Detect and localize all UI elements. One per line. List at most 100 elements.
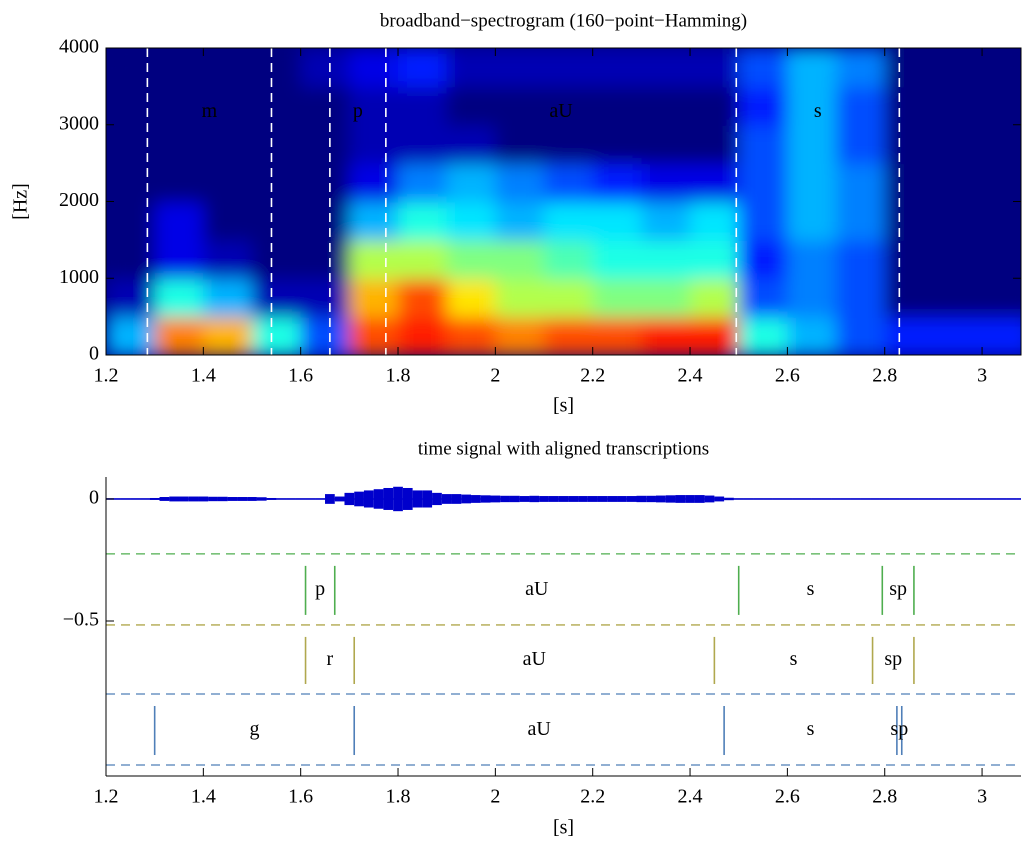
spectrogram-cell xyxy=(641,201,692,241)
segment-label: m xyxy=(202,100,218,122)
signal-envelope xyxy=(607,496,618,502)
signal-envelope xyxy=(996,498,1007,500)
x-tick-label: 1.2 xyxy=(94,365,119,387)
signal-envelope xyxy=(938,498,948,500)
tier-label: sp xyxy=(890,718,908,740)
spectrogram-cell xyxy=(641,239,692,280)
x-tick-label: 2.2 xyxy=(580,786,605,808)
signal-envelope xyxy=(441,494,452,504)
signal-envelope xyxy=(286,498,296,500)
spectrogram-cell xyxy=(592,201,643,241)
signal-envelope xyxy=(986,498,997,500)
signal-envelope xyxy=(539,496,549,502)
y-tick-label: 2000 xyxy=(59,189,99,211)
spectrogram-cell xyxy=(300,201,351,241)
spectrogram-cell xyxy=(592,278,643,318)
spectrogram-cell xyxy=(544,163,594,203)
signal-envelope xyxy=(733,498,744,500)
signal-envelope xyxy=(568,496,579,502)
signal-envelope xyxy=(763,498,773,500)
spectrogram-cell xyxy=(592,239,643,280)
signal-envelope xyxy=(694,495,705,503)
signal-envelope xyxy=(772,498,783,500)
signal-envelope xyxy=(237,497,248,501)
signal-envelope xyxy=(646,495,656,503)
spectrogram-cell xyxy=(495,86,546,126)
spectrogram-cell xyxy=(836,239,886,280)
spectrogram-cell xyxy=(544,201,594,241)
signal-envelope xyxy=(821,498,832,500)
x-tick-label: 2 xyxy=(490,365,500,387)
x-tick-label: 1.4 xyxy=(191,786,216,808)
signal-envelope xyxy=(256,497,267,501)
x-axis-label: [s] xyxy=(553,395,574,417)
spectrogram-cell xyxy=(738,48,789,88)
spectrogram-cell xyxy=(154,48,205,88)
spectrogram-cell xyxy=(641,316,692,355)
spectrogram-cell xyxy=(154,239,205,280)
signal-envelope xyxy=(1016,498,1021,500)
spectrogram-cell xyxy=(349,239,400,280)
spectrogram-cell xyxy=(884,239,935,280)
x-tick-label: 2.8 xyxy=(872,365,897,387)
signal-envelope xyxy=(714,496,725,502)
spectrogram-cell xyxy=(738,86,789,126)
spectrogram-cell xyxy=(106,86,156,126)
spectrogram-cell xyxy=(203,163,254,203)
spectrogram-cell xyxy=(398,239,448,280)
spectrogram-cell xyxy=(933,239,984,280)
signal-envelope xyxy=(227,497,238,501)
spectrogram-cell xyxy=(982,239,1021,280)
spectrogram-cell xyxy=(154,201,205,241)
signal-envelope xyxy=(831,498,841,500)
spectrogram-cell xyxy=(836,86,886,126)
spectrogram-cell xyxy=(787,86,838,126)
signal-envelope xyxy=(188,496,199,502)
spectrogram-cell xyxy=(252,239,302,280)
spectrogram-cell xyxy=(982,278,1021,318)
spectrogram-area xyxy=(106,48,1021,355)
spectrogram-cell xyxy=(933,124,984,165)
spectrogram-cell xyxy=(349,278,400,318)
x-axis-label: [s] xyxy=(553,817,574,839)
spectrogram-cell xyxy=(398,316,448,355)
spectrogram-cell xyxy=(933,163,984,203)
signal-envelope xyxy=(363,490,374,508)
spectrogram-cell xyxy=(398,48,448,88)
spectrogram-cell xyxy=(738,124,789,165)
signal-envelope xyxy=(782,498,793,500)
spectrogram-cell xyxy=(738,278,789,318)
x-tick-label: 2.4 xyxy=(678,365,703,387)
signal-envelope xyxy=(889,498,900,500)
segment-label: p xyxy=(353,100,363,122)
spectrogram-cell xyxy=(836,201,886,241)
spectrogram-cell xyxy=(398,86,448,126)
y-tick-label: 1000 xyxy=(59,266,99,288)
signal-envelope xyxy=(655,495,666,503)
x-tick-label: 1.2 xyxy=(94,786,119,808)
spectrogram-cell xyxy=(495,316,546,355)
spectrogram-cell xyxy=(106,201,156,241)
spectrogram-cell xyxy=(787,124,838,165)
x-tick-label: 1.4 xyxy=(191,365,216,387)
spectrogram-cell xyxy=(787,278,838,318)
spectrogram-cell xyxy=(787,316,838,355)
signal-envelope xyxy=(743,498,754,500)
signal-envelope xyxy=(636,495,647,503)
y-tick-label: 3000 xyxy=(59,112,99,134)
spectrogram-cell xyxy=(300,86,351,126)
spectrogram-cell xyxy=(933,316,984,355)
spectrogram-cell xyxy=(787,239,838,280)
spectrogram-cell xyxy=(933,201,984,241)
y-tick-label: 4000 xyxy=(59,36,99,58)
spectrogram-cell xyxy=(836,316,886,355)
signal-envelope xyxy=(149,497,160,500)
signal-envelope xyxy=(393,486,403,512)
signal-envelope xyxy=(198,496,209,502)
spectrogram-cell xyxy=(884,316,935,355)
spectrogram-cell xyxy=(982,163,1021,203)
spectrogram-cell xyxy=(738,201,789,241)
x-tick-label: 1.8 xyxy=(386,365,411,387)
spectrogram-cell xyxy=(252,201,302,241)
spectrogram-cell xyxy=(933,86,984,126)
